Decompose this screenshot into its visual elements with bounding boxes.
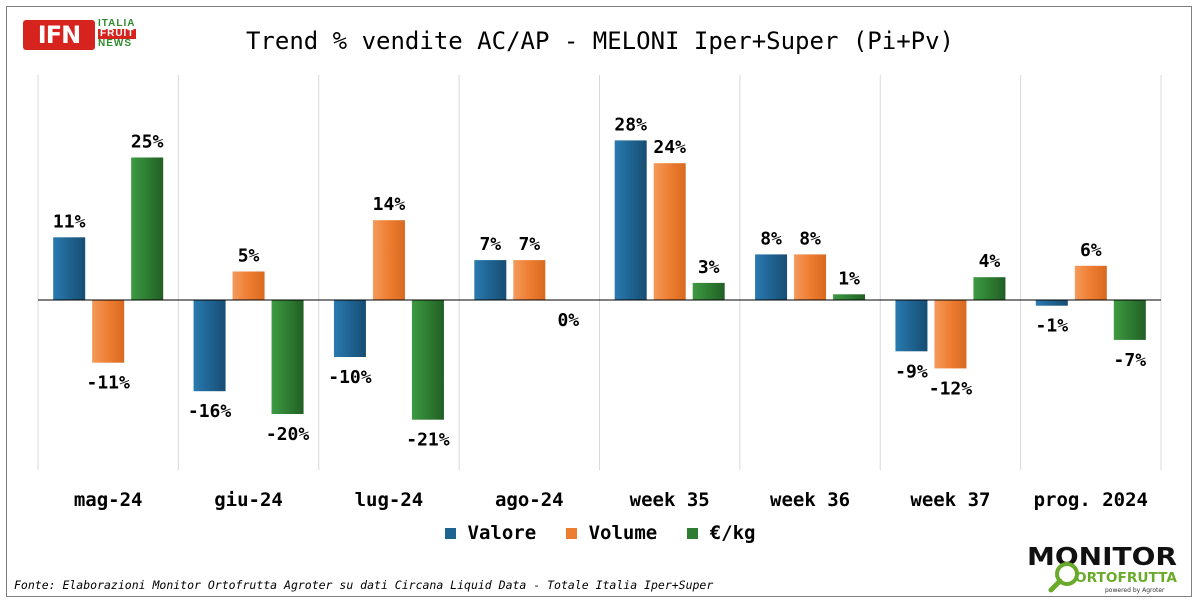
data-label-prezzo: 0% [557,310,579,331]
bar-valore [1035,300,1068,306]
data-label-valore: -10% [328,367,372,388]
legend-label-prezzo: €/kg [709,522,756,544]
bar-prezzo [692,282,725,300]
category-label: prog. 2024 [1034,489,1148,511]
data-label-volume: 6% [1080,240,1102,261]
data-label-prezzo: 3% [698,257,720,278]
data-label-valore: 11% [53,211,86,232]
data-label-prezzo: -7% [1114,350,1147,371]
ifn-logo-line-3: NEWS [98,38,132,49]
bar-valore [333,300,366,357]
bar-valore [895,300,928,352]
data-label-valore: -16% [188,401,232,422]
data-label-volume: -11% [87,373,131,394]
bar-valore [614,140,647,300]
legend-label-volume: Volume [588,522,658,544]
category-label: giu-24 [214,489,283,511]
data-label-valore: -9% [895,361,928,382]
data-label-valore: 7% [479,234,501,255]
ifn-logo-line-1: ITALIA [98,18,136,29]
category-separators [37,75,1162,470]
logo-powered-text: powered by Agroter [1105,587,1165,594]
bar-volume [1074,265,1107,300]
bar-prezzo [973,277,1006,300]
legend-swatch-volume [565,528,577,539]
legend-swatch-valore [444,528,456,539]
chart-title: Trend % vendite AC/AP - MELONI Iper+Supe… [245,27,954,55]
legend-label-valore: Valore [467,522,537,544]
category-label: week 36 [770,489,850,511]
category-label: lug-24 [355,489,424,511]
legend-swatch-prezzo [686,528,698,539]
data-label-valore: 8% [760,228,782,249]
ifn-logo: IFN ITALIA FRUIT NEWS [23,18,143,54]
bars [53,140,1146,420]
ifn-logo-line-2: FRUIT [98,28,137,39]
bar-prezzo [1113,300,1146,340]
bar-volume [794,254,827,300]
data-label-volume: 5% [238,246,260,267]
magnifier-icon [1048,562,1079,593]
data-label-valore: 28% [614,114,647,135]
data-label-prezzo: 1% [838,268,860,289]
data-label-volume: 14% [373,194,406,215]
bar-volume [232,271,265,300]
bar-prezzo [131,157,164,300]
bar-valore [755,254,788,300]
category-label: week 35 [630,489,710,511]
bar-valore [474,260,507,300]
data-label-volume: 7% [518,234,540,255]
category-label: week 37 [910,489,990,511]
data-label-prezzo: 25% [131,132,164,153]
legend-item-prezzo: €/kg [686,522,756,544]
bar-valore [53,237,86,300]
data-label-prezzo: -20% [266,424,310,445]
bar-volume [92,300,125,363]
bar-prezzo [411,300,444,420]
logo-ortofrutta-text: ORTOFRUTTA [1075,571,1177,586]
data-label-volume: 24% [653,137,686,158]
ifn-logo-mark: IFN [23,20,95,50]
bar-volume [372,220,405,300]
bar-volume [513,260,546,300]
legend: Valore Volume €/kg [0,522,1200,544]
source-note: Fonte: Elaborazioni Monitor Ortofrutta A… [14,578,714,592]
logo-monitor-text: MONITOR [1027,542,1177,571]
data-label-volume: 8% [799,228,821,249]
bar-prezzo [833,294,866,300]
data-label-prezzo: 4% [979,251,1001,272]
data-label-prezzo: -21% [406,430,450,451]
bar-volume [653,163,686,300]
ifn-logo-text: ITALIA FRUIT NEWS [98,18,137,49]
category-label: mag-24 [74,489,143,511]
data-label-volume: -12% [929,378,973,399]
bar-volume [934,300,967,369]
legend-item-volume: Volume [565,522,658,544]
category-label: ago-24 [495,489,564,511]
category-labels: mag-24 giu-24 lug-24 ago-24 week 35 week 36 we… [74,489,1148,511]
data-labels: 11% -11% 25% -16% 5% -20% -10% 14% -21% 7% 7% 0% 28%… [53,114,1146,450]
bar-prezzo [271,300,304,414]
data-label-valore: -1% [1036,316,1069,337]
monitor-ortofrutta-logo: MONITOR ORTOFRUTTA powered by Agroter [1027,542,1177,594]
legend-item-valore: Valore [444,522,537,544]
bar-valore [193,300,226,392]
